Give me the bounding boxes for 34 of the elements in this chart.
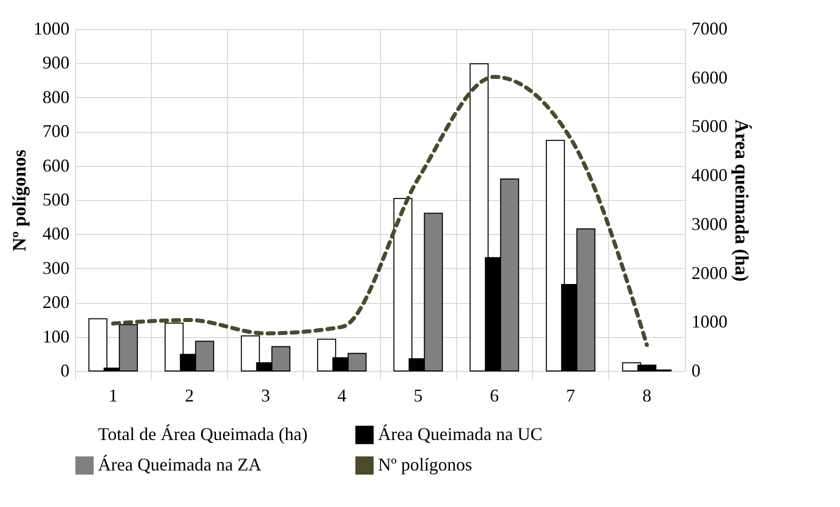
x-tick-label: 6	[490, 386, 499, 406]
x-tick-label: 2	[184, 386, 194, 406]
y2-tick-label: 0	[692, 360, 700, 380]
y2-axis-title: Área queimada (ha)	[730, 119, 752, 282]
y-tick-label: 700	[42, 121, 70, 142]
line-series	[111, 74, 649, 348]
x-tick-label: 8	[642, 386, 652, 406]
y-axis-title: Nº polígonos	[10, 150, 30, 252]
text: Total de Área Queimada (ha)	[98, 424, 308, 444]
y-tick-label: 200	[42, 292, 70, 312]
x-tick-label: 1	[108, 386, 118, 406]
y-tick-label: 800	[42, 86, 70, 107]
legend-label: Área Queimada na ZA	[98, 454, 262, 474]
x-tick-label: 4	[337, 386, 346, 406]
y2-tick-label: 2000	[692, 262, 728, 283]
x-tick-label: 5	[414, 386, 423, 406]
legend-label: Nº polígonos	[378, 454, 472, 474]
x-tick-label: 3	[261, 386, 270, 406]
y2-tick-label: 3000	[692, 214, 728, 234]
x-tick-label: 7	[566, 386, 576, 406]
y2-tick-label: 5000	[692, 116, 728, 136]
y-tick-label: 1000	[34, 18, 70, 38]
y2-tick-label: 7000	[692, 18, 728, 38]
legend-label: Área Queimada na UC	[378, 424, 542, 444]
y-tick-label: 500	[42, 190, 70, 210]
y-tick-label: 100	[42, 326, 70, 346]
y2-tick-label: 4000	[692, 165, 728, 186]
y-tick-label: 400	[42, 224, 70, 244]
y2-tick-label: 6000	[692, 67, 728, 88]
y-tick-label: 0	[60, 360, 70, 380]
y2-tick-label: 1000	[692, 312, 728, 332]
y-tick-label: 600	[42, 155, 70, 176]
y-tick-label: 300	[42, 258, 70, 278]
y-tick-label: 900	[42, 52, 70, 73]
